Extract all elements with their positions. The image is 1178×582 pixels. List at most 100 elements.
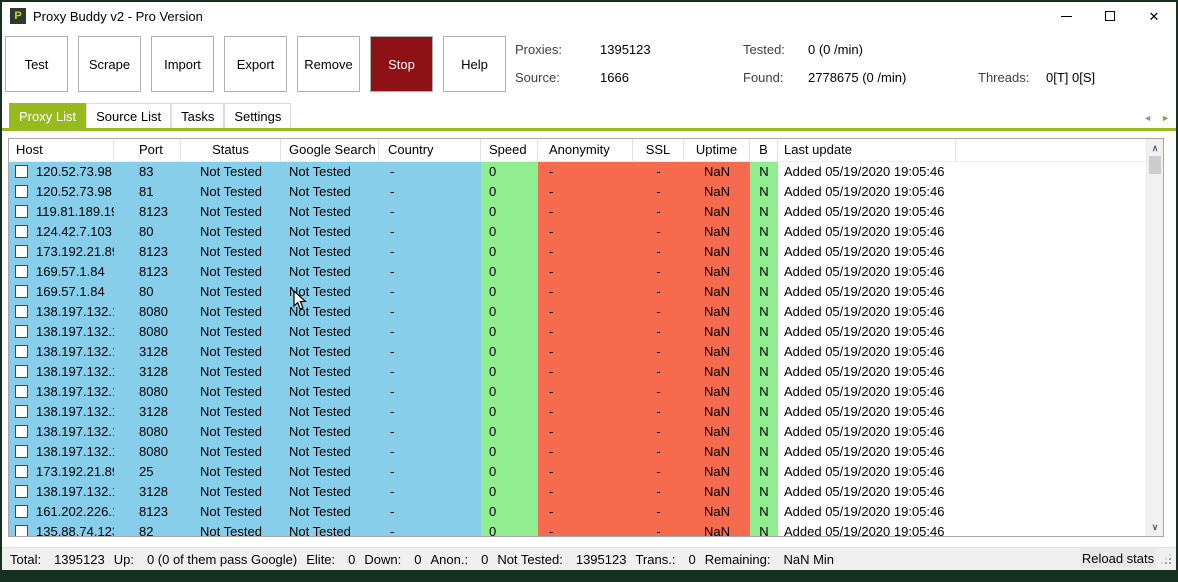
- row-checkbox[interactable]: [15, 465, 28, 478]
- resize-grip[interactable]: [1169, 562, 1171, 564]
- host-text: 173.192.21.89: [36, 464, 114, 479]
- found-value: 2778675 (0 /min): [808, 69, 907, 85]
- table-row[interactable]: 120.52.73.98 81 Not Tested Not Tested -0- - Na…: [9, 182, 1146, 202]
- cell-google_search: Not Tested: [281, 202, 379, 222]
- toolbar-button-help[interactable]: Help: [443, 36, 506, 92]
- host-text: 138.197.132.128: [36, 364, 114, 379]
- cell-port: 8080: [114, 442, 181, 462]
- scroll-down-icon[interactable]: ∨: [1151, 521, 1159, 532]
- row-checkbox[interactable]: [15, 285, 28, 298]
- row-checkbox[interactable]: [15, 165, 28, 178]
- host-text: 138.197.132.121: [36, 404, 114, 419]
- cell-host: 124.42.7.103: [9, 222, 114, 242]
- scrollbar-thumb[interactable]: [1149, 156, 1161, 174]
- table-row[interactable]: 135.88.74.123 82 Not Tested Not Tested -0- - N…: [9, 522, 1146, 536]
- cell-country: -: [379, 182, 481, 202]
- header-uptime[interactable]: Uptime: [684, 139, 750, 161]
- minimize-button[interactable]: [1044, 2, 1088, 30]
- table-row[interactable]: 120.52.73.98 83 Not Tested Not Tested -0- - Na…: [9, 162, 1146, 182]
- row-checkbox[interactable]: [15, 305, 28, 318]
- row-filler: [956, 302, 1146, 322]
- header-b[interactable]: B: [750, 139, 778, 161]
- row-checkbox[interactable]: [15, 425, 28, 438]
- tab-settings[interactable]: Settings: [224, 103, 292, 128]
- row-filler: [956, 242, 1146, 262]
- header-ssl[interactable]: SSL: [633, 139, 684, 161]
- table-row[interactable]: 173.192.21.89 8123 Not Tested Not Tested -0-…: [9, 242, 1146, 262]
- table-row[interactable]: 169.57.1.84 80 Not Tested Not Tested -0- - NaN…: [9, 282, 1146, 302]
- row-filler: [956, 442, 1146, 462]
- header-google_search[interactable]: Google Search: [281, 139, 379, 161]
- cell-ssl: -: [633, 342, 684, 362]
- status-item-down: Down: 0: [364, 552, 421, 567]
- cell-status: Not Tested: [181, 502, 281, 522]
- header-last_update[interactable]: Last update: [778, 139, 956, 161]
- header-status[interactable]: Status: [181, 139, 281, 161]
- row-filler: [956, 402, 1146, 422]
- toolbar-button-remove[interactable]: Remove: [297, 36, 360, 92]
- row-checkbox[interactable]: [15, 445, 28, 458]
- tab-proxy-list[interactable]: Proxy List: [9, 103, 87, 128]
- toolbar-button-export[interactable]: Export: [224, 36, 287, 92]
- host-text: 138.197.132.116: [36, 484, 114, 499]
- header-host[interactable]: Host: [9, 139, 114, 161]
- proxies-value: 1395123: [600, 41, 651, 57]
- header-anonymity[interactable]: Anonymity: [538, 139, 633, 161]
- row-checkbox[interactable]: [15, 205, 28, 218]
- row-checkbox[interactable]: [15, 325, 28, 338]
- toolbar-button-import[interactable]: Import: [151, 36, 214, 92]
- row-checkbox[interactable]: [15, 185, 28, 198]
- row-checkbox[interactable]: [15, 365, 28, 378]
- tab-scroll-left-icon[interactable]: ◄: [1143, 113, 1153, 123]
- row-checkbox[interactable]: [15, 245, 28, 258]
- row-checkbox[interactable]: [15, 345, 28, 358]
- cell-anonymity: -: [538, 502, 633, 522]
- cell-google_search: Not Tested: [281, 282, 379, 302]
- reload-stats-button[interactable]: Reload stats: [1080, 549, 1156, 568]
- cell-country: -: [379, 362, 481, 382]
- table-row[interactable]: 124.42.7.103 80 Not Tested Not Tested -0- - Na…: [9, 222, 1146, 242]
- row-checkbox[interactable]: [15, 225, 28, 238]
- maximize-button[interactable]: [1088, 2, 1132, 30]
- close-button[interactable]: ✕: [1148, 8, 1160, 24]
- cell-country: -: [379, 222, 481, 242]
- row-checkbox[interactable]: [15, 265, 28, 278]
- cell-anonymity: -: [538, 182, 633, 202]
- cell-uptime: NaN: [684, 182, 750, 202]
- row-filler: [956, 502, 1146, 522]
- toolbar-button-test[interactable]: Test: [5, 36, 68, 92]
- tab-tasks[interactable]: Tasks: [171, 103, 225, 128]
- header-country[interactable]: Country: [379, 139, 481, 161]
- vertical-scrollbar[interactable]: ∧ ∨: [1146, 139, 1163, 536]
- cell-port: 8123: [114, 242, 181, 262]
- toolbar-button-scrape[interactable]: Scrape: [78, 36, 141, 92]
- row-checkbox[interactable]: [15, 405, 28, 418]
- toolbar-button-stop[interactable]: Stop: [370, 36, 433, 92]
- row-checkbox[interactable]: [15, 525, 28, 536]
- header-speed[interactable]: Speed: [481, 139, 538, 161]
- cell-port: 25: [114, 462, 181, 482]
- scroll-up-icon[interactable]: ∧: [1151, 142, 1159, 153]
- cell-google_search: Not Tested: [281, 182, 379, 202]
- row-checkbox[interactable]: [15, 385, 28, 398]
- tab-scroll-right-icon[interactable]: ►: [1161, 113, 1170, 123]
- row-checkbox[interactable]: [15, 505, 28, 518]
- table-row[interactable]: 173.192.21.89 25 Not Tested Not Tested -0- - N…: [9, 462, 1146, 482]
- tab-source-list[interactable]: Source List: [86, 103, 172, 128]
- cell-ssl: -: [633, 402, 684, 422]
- table-row[interactable]: 169.57.1.84 8123 Not Tested Not Tested -0- - N…: [9, 262, 1146, 282]
- cell-google_search: Not Tested: [281, 402, 379, 422]
- header-port[interactable]: Port: [114, 139, 181, 161]
- row-checkbox[interactable]: [15, 485, 28, 498]
